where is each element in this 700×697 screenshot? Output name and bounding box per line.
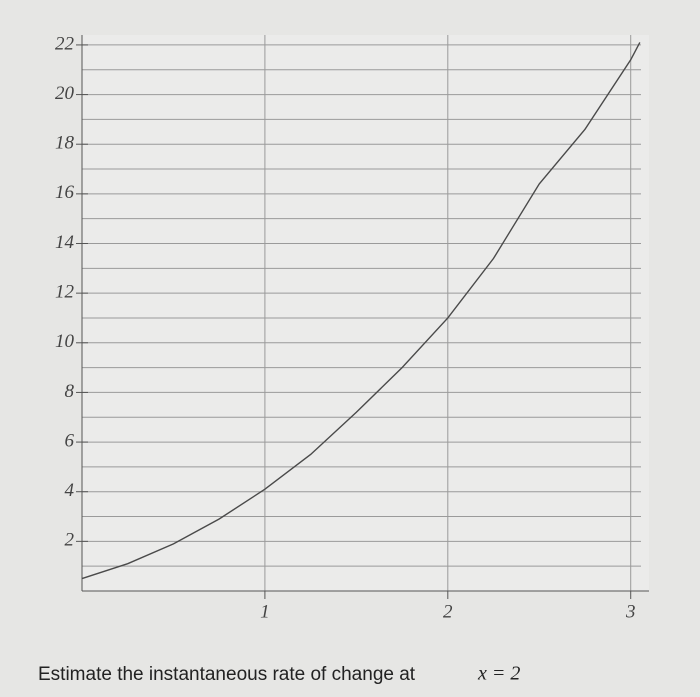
y-tick-label: 8 [65,381,75,402]
y-tick-label: 18 [55,133,75,154]
x-tick-label: 2 [443,601,453,622]
plot-area [82,35,649,591]
question-math: x = 2 [477,663,520,685]
y-tick-label: 22 [55,33,75,54]
x-tick-label: 3 [625,601,636,622]
y-tick-label: 20 [55,83,75,104]
question-text: Estimate the instantaneous rate of chang… [38,664,416,685]
y-tick-label: 14 [55,232,75,253]
y-tick-label: 6 [65,430,75,451]
y-tick-label: 2 [65,530,75,551]
y-tick-label: 10 [55,331,75,352]
x-tick-label: 1 [260,601,270,622]
y-tick-label: 12 [55,282,75,303]
y-tick-label: 4 [65,480,75,501]
line [81,42,641,580]
y-tick-label: 16 [55,182,75,203]
